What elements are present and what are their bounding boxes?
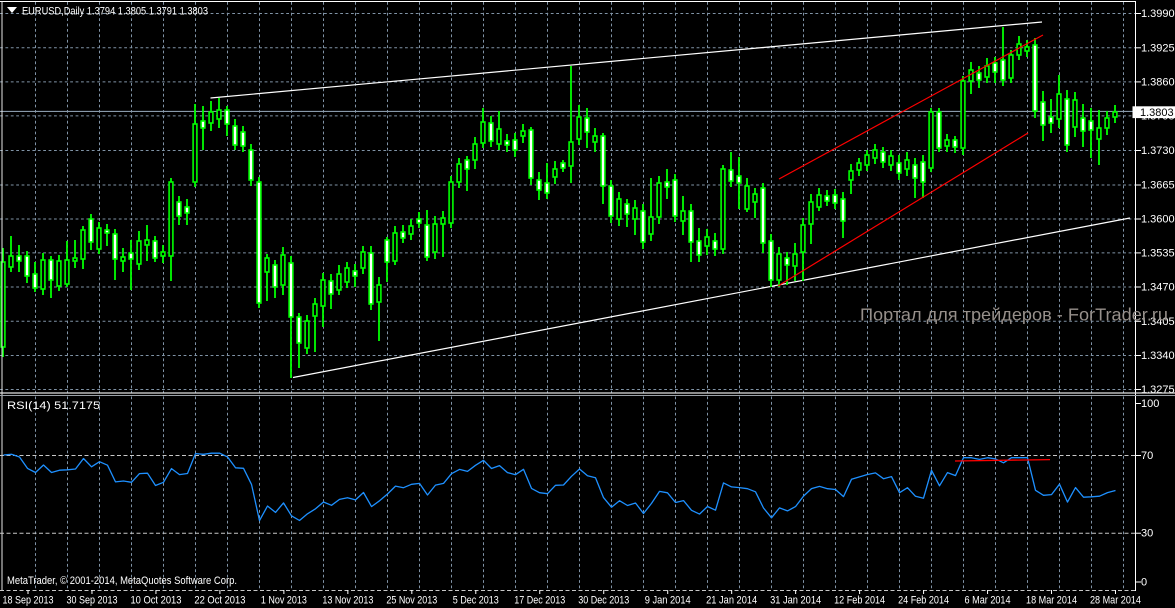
svg-text:1.3665: 1.3665 bbox=[1141, 180, 1175, 192]
svg-text:1.3990: 1.3990 bbox=[1141, 8, 1175, 20]
svg-text:1.3860: 1.3860 bbox=[1141, 76, 1175, 88]
svg-text:1.3275: 1.3275 bbox=[1141, 384, 1175, 396]
svg-text:1.3470: 1.3470 bbox=[1141, 282, 1175, 294]
svg-text:0: 0 bbox=[1141, 577, 1147, 589]
svg-text:18 Mar 2014: 18 Mar 2014 bbox=[1026, 595, 1077, 607]
svg-text:5 Dec 2013: 5 Dec 2013 bbox=[453, 595, 499, 607]
svg-text:EURUSD,Daily 1.3794 1.3805 1.: EURUSD,Daily 1.3794 1.3805 1.3791 1.3803 bbox=[22, 6, 208, 18]
svg-text:1.3730: 1.3730 bbox=[1141, 145, 1175, 157]
svg-text:24 Feb 2014: 24 Feb 2014 bbox=[898, 595, 949, 607]
svg-text:10 Oct 2013: 10 Oct 2013 bbox=[130, 595, 181, 607]
svg-text:RSI(14) 51.7175: RSI(14) 51.7175 bbox=[7, 400, 100, 412]
svg-text:12 Feb 2014: 12 Feb 2014 bbox=[834, 595, 885, 607]
svg-text:1.3340: 1.3340 bbox=[1141, 350, 1175, 362]
svg-text:70: 70 bbox=[1141, 450, 1153, 462]
svg-text:28 Mar 2014: 28 Mar 2014 bbox=[1090, 595, 1141, 607]
svg-text:9 Jan 2014: 9 Jan 2014 bbox=[645, 595, 691, 607]
svg-text:31 Jan 2014: 31 Jan 2014 bbox=[770, 595, 821, 607]
svg-text:MetaTrader, © 2001-2014, MetaQ: MetaTrader, © 2001-2014, MetaQuotes Soft… bbox=[7, 575, 237, 587]
svg-text:17 Dec 2013: 17 Dec 2013 bbox=[514, 595, 565, 607]
svg-text:30 Sep 2013: 30 Sep 2013 bbox=[66, 595, 117, 607]
svg-text:1.3803: 1.3803 bbox=[1140, 107, 1174, 119]
svg-text:Портал для трейдеров - ForTrad: Портал для трейдеров - ForTrader.ru bbox=[860, 305, 1168, 325]
svg-text:6 Mar 2014: 6 Mar 2014 bbox=[965, 595, 1011, 607]
svg-text:13 Nov 2013: 13 Nov 2013 bbox=[322, 595, 373, 607]
svg-text:30 Dec 2013: 30 Dec 2013 bbox=[578, 595, 629, 607]
svg-text:30: 30 bbox=[1141, 528, 1153, 540]
svg-text:22 Oct 2013: 22 Oct 2013 bbox=[194, 595, 245, 607]
svg-text:1.3535: 1.3535 bbox=[1141, 247, 1175, 259]
svg-text:1 Nov 2013: 1 Nov 2013 bbox=[261, 595, 307, 607]
svg-text:21 Jan 2014: 21 Jan 2014 bbox=[706, 595, 757, 607]
svg-text:1.3600: 1.3600 bbox=[1141, 214, 1175, 226]
svg-text:1.3405: 1.3405 bbox=[1141, 316, 1175, 328]
svg-text:25 Nov 2013: 25 Nov 2013 bbox=[386, 595, 437, 607]
svg-text:100: 100 bbox=[1141, 398, 1159, 410]
svg-text:18 Sep 2013: 18 Sep 2013 bbox=[3, 595, 54, 607]
svg-text:1.3925: 1.3925 bbox=[1141, 42, 1175, 54]
